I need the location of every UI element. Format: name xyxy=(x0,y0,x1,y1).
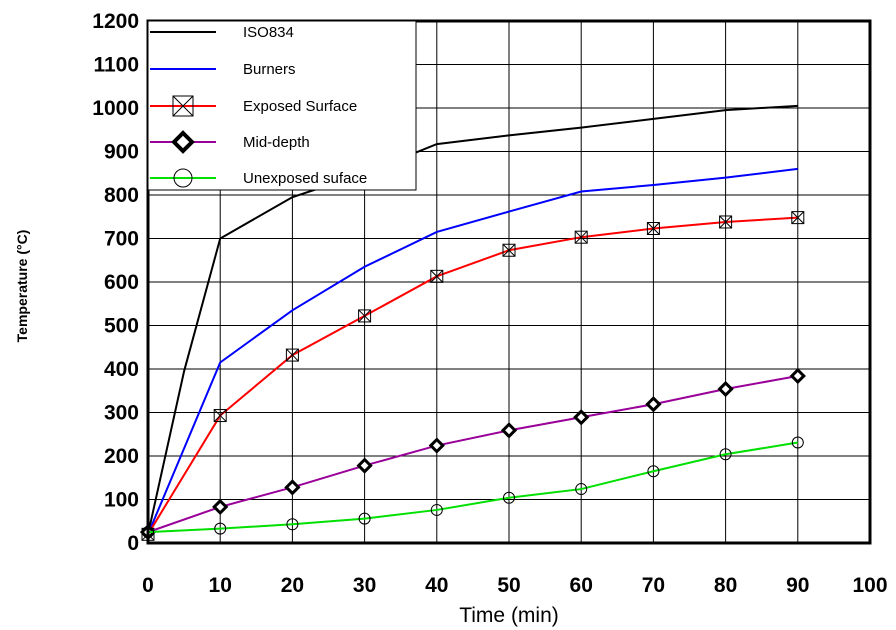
legend: ISO834 Burners Exposed Surface Mid-depth Une… xyxy=(147,20,417,191)
data-point-marker xyxy=(213,409,227,423)
x-tick-label: 90 xyxy=(786,574,809,597)
data-point-marker xyxy=(358,309,372,323)
series-line xyxy=(147,216,798,535)
data-point-marker-cross xyxy=(791,211,805,224)
x-tick-label: 10 xyxy=(209,574,232,597)
data-point-marker-cross xyxy=(430,269,444,283)
data-point-marker xyxy=(430,503,443,516)
legend-label: Exposed Surface xyxy=(243,98,357,115)
data-point-marker xyxy=(791,211,805,225)
data-point-marker xyxy=(212,498,229,516)
data-point-marker-cross xyxy=(358,309,371,323)
series-line xyxy=(147,104,798,535)
data-point-marker xyxy=(285,348,299,362)
x-tick-label: 60 xyxy=(570,574,593,597)
series-line xyxy=(147,374,798,534)
data-point-marker xyxy=(575,483,588,496)
data-point-marker-cross xyxy=(574,230,588,244)
data-point-marker xyxy=(358,512,371,525)
data-point-marker xyxy=(717,380,734,398)
x-tick-label: 50 xyxy=(497,574,520,597)
y-tick-label: 1100 xyxy=(93,54,139,77)
x-tick-label: 70 xyxy=(642,574,665,597)
legend-label: ISO834 xyxy=(243,24,294,41)
y-axis-ticks: 0 100 200 300 400 500 600 700 800 900 1000 1100 1200 xyxy=(92,10,139,555)
data-point-marker xyxy=(428,437,445,454)
y-tick-label: 400 xyxy=(104,358,139,381)
x-tick-label: 40 xyxy=(425,574,448,597)
y-tick-label: 300 xyxy=(104,402,139,425)
data-point-marker xyxy=(500,422,518,439)
y-tick-label: 700 xyxy=(104,228,139,251)
legend-label: Burners xyxy=(243,61,296,78)
series-burners xyxy=(147,167,798,535)
data-point-marker xyxy=(791,436,804,449)
y-tick-label: 200 xyxy=(104,445,139,468)
data-point-marker-cross xyxy=(502,243,516,257)
x-axis-ticks: 0 10 20 30 40 50 60 70 80 90 100 xyxy=(142,574,887,597)
data-point-marker xyxy=(647,465,660,478)
series-line xyxy=(147,167,798,535)
legend-marker xyxy=(171,130,195,154)
y-tick-label: 800 xyxy=(104,184,139,207)
series-line xyxy=(147,441,798,534)
series-unexposed-suface xyxy=(142,436,804,539)
y-tick-label: 1000 xyxy=(92,97,139,120)
x-axis-label: Time (min) xyxy=(459,604,559,627)
legend-marker xyxy=(172,95,194,117)
y-tick-label: 100 xyxy=(104,489,139,512)
x-tick-label: 80 xyxy=(714,574,737,597)
data-point-marker-cross xyxy=(719,215,732,229)
x-tick-label: 20 xyxy=(281,574,304,597)
legend-marker-cross xyxy=(172,95,194,117)
y-tick-label: 500 xyxy=(104,315,139,338)
data-point-marker xyxy=(789,367,806,385)
legend-marker xyxy=(173,168,193,188)
data-point-marker-cross xyxy=(213,409,227,422)
y-tick-label: 600 xyxy=(104,271,139,294)
data-point-marker xyxy=(719,215,733,229)
data-point-marker xyxy=(214,522,227,535)
data-point-marker xyxy=(574,230,588,244)
data-point-marker xyxy=(719,448,732,461)
x-tick-label: 30 xyxy=(353,574,376,597)
legend-label: Unexposed suface xyxy=(243,170,367,187)
data-point-marker xyxy=(645,396,662,413)
y-tick-label: 1200 xyxy=(92,10,139,33)
data-point-marker xyxy=(356,457,373,474)
x-tick-label: 0 xyxy=(142,574,154,597)
data-point-marker xyxy=(502,243,516,257)
x-tick-label: 100 xyxy=(852,574,887,597)
y-tick-label: 900 xyxy=(104,141,139,164)
plot-frame xyxy=(146,19,872,545)
legend-label: Mid-depth xyxy=(243,134,310,151)
series-exposed-surface xyxy=(141,211,805,541)
data-point-marker xyxy=(503,491,515,504)
series-layer xyxy=(139,104,806,541)
data-point-marker-cross xyxy=(647,222,660,235)
data-point-marker xyxy=(646,221,660,235)
y-axis-label: Temperature (°C) xyxy=(14,230,30,343)
data-point-marker xyxy=(573,409,590,426)
series-mid-depth xyxy=(139,367,806,541)
y-tick-label: 0 xyxy=(127,532,139,555)
data-point-marker-cross xyxy=(286,348,299,362)
data-point-marker xyxy=(430,269,444,283)
data-point-marker xyxy=(284,479,301,496)
data-point-marker xyxy=(286,518,299,531)
series-iso834 xyxy=(147,104,798,535)
